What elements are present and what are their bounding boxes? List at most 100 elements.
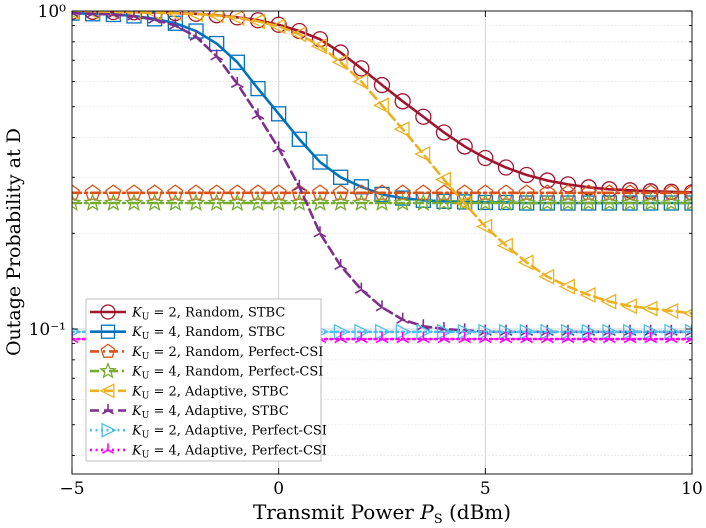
data-point [101, 443, 115, 454]
data-point [683, 184, 692, 200]
legend-label: KU = 4, Random, Perfect-CSI [131, 365, 323, 382]
data-point [661, 193, 681, 211]
y-tick-label: 10⁰ [38, 2, 67, 22]
legend-entry: KU = 2, Random, STBC [90, 304, 285, 323]
x-axis-label: Transmit Power PS (dBm) [253, 500, 511, 527]
data-point [86, 11, 100, 18]
data-point [600, 293, 617, 310]
data-point [415, 184, 432, 200]
data-point [249, 184, 267, 200]
legend-label: KU = 2, Adaptive, STBC [131, 384, 289, 401]
data-point [561, 332, 575, 344]
data-point [396, 312, 410, 324]
data-point [99, 361, 117, 379]
data-point [249, 12, 267, 29]
data-point [101, 422, 117, 438]
data-point [333, 169, 349, 185]
series-5 [72, 11, 692, 319]
legend-entry: KU = 2, Random, Perfect-CSI [90, 343, 323, 362]
data-point [148, 12, 162, 24]
data-point [272, 141, 286, 153]
data-point [559, 184, 577, 200]
data-point [270, 184, 287, 200]
data-point [207, 193, 227, 211]
data-point [145, 193, 165, 211]
data-point [477, 184, 494, 200]
data-point [248, 13, 265, 30]
data-point [189, 29, 203, 41]
data-point [354, 332, 368, 344]
data-point [208, 184, 225, 200]
data-point [458, 332, 472, 344]
data-point [394, 93, 411, 110]
series-3 [72, 184, 692, 200]
data-point [166, 11, 183, 22]
data-point [456, 138, 473, 155]
data-point [127, 11, 141, 21]
data-point [497, 184, 515, 200]
data-point [520, 332, 534, 344]
data-point [478, 332, 492, 344]
legend-label: KU = 2, Random, STBC [131, 306, 285, 323]
data-point [415, 108, 432, 125]
data-point [599, 193, 619, 211]
data-point [187, 184, 205, 200]
data-point [414, 145, 431, 163]
data-point [394, 184, 411, 200]
data-point [641, 193, 661, 211]
data-point [579, 193, 599, 211]
data-point [540, 332, 554, 344]
x-tick-label: −5 [59, 479, 84, 499]
data-point [312, 154, 328, 170]
data-point [517, 193, 537, 211]
data-point [230, 76, 244, 89]
data-point [352, 73, 369, 90]
data-point [372, 193, 392, 211]
data-point [579, 286, 596, 303]
data-point [623, 332, 637, 344]
data-point [413, 193, 433, 211]
data-point [558, 278, 575, 295]
data-point [518, 166, 535, 184]
data-point [393, 193, 413, 211]
data-point [186, 193, 206, 211]
x-tick-label: 0 [273, 479, 284, 499]
data-point [331, 54, 348, 71]
data-point [100, 304, 116, 320]
data-point [476, 218, 493, 235]
series-line [72, 11, 692, 315]
series-layer [72, 11, 692, 344]
data-point [332, 184, 349, 200]
data-point [99, 383, 115, 399]
data-point [331, 193, 351, 211]
data-point [186, 11, 203, 23]
x-tick-label: 10 [681, 479, 703, 499]
legend-label: KU = 2, Random, Perfect-CSI [131, 345, 323, 362]
data-point [395, 190, 411, 206]
data-point [434, 171, 451, 188]
legend-entry: KU = 2, Adaptive, Perfect-CSI [90, 422, 327, 441]
data-point [228, 11, 245, 26]
data-point [393, 121, 410, 138]
data-point [374, 186, 390, 203]
legend-box [85, 298, 322, 462]
data-point [435, 124, 453, 141]
data-point [396, 332, 410, 344]
data-point [682, 308, 692, 318]
legend-entry: KU = 4, Random, Perfect-CSI [90, 361, 323, 382]
series-4 [72, 193, 692, 211]
axis-ticks [71, 10, 693, 474]
data-point [434, 193, 454, 211]
data-point [353, 60, 370, 77]
legend-entry: KU = 4, Adaptive, STBC [90, 404, 289, 421]
data-point [496, 237, 513, 254]
legend-entry: KU = 4, Random, STBC [90, 324, 285, 342]
data-point [100, 324, 116, 339]
data-point [621, 184, 639, 200]
data-point [207, 11, 224, 24]
legend-label: KU = 4, Random, STBC [131, 325, 285, 342]
data-point [334, 332, 348, 344]
data-point [499, 332, 513, 344]
data-point [538, 268, 555, 285]
